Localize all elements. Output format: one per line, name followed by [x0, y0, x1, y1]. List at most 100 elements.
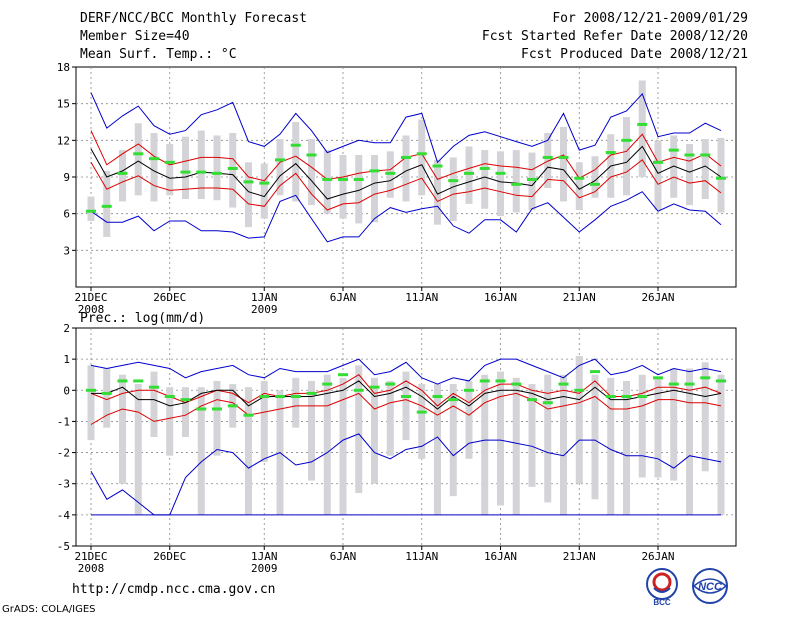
- spread-box: [213, 380, 221, 456]
- spread-box: [355, 155, 363, 224]
- spread-box: [213, 135, 221, 201]
- y-tick-label: 2: [63, 322, 70, 335]
- spread-box: [575, 356, 583, 484]
- x-tick-label: 21JAN: [563, 291, 596, 304]
- series-line-min: [90, 191, 722, 243]
- y-tick-label: -3: [57, 478, 70, 491]
- spread-box: [418, 119, 426, 196]
- spread-box: [150, 133, 158, 202]
- spread-box: [434, 159, 441, 225]
- spread-box: [449, 384, 457, 497]
- x-tick-label: 11JAN: [405, 550, 438, 563]
- x-tick-year-label: 2009: [251, 562, 278, 575]
- series-line-upper: [90, 374, 722, 407]
- start-date-label: Fcst Started Refer Date 2008/12/20: [481, 29, 748, 44]
- x-tick-label: 16JAN: [484, 550, 517, 563]
- y-tick-label: -1: [57, 415, 70, 428]
- ncc-logo-text: NCC: [698, 581, 723, 593]
- x-tick-label: 11JAN: [405, 291, 438, 304]
- spread-box: [323, 150, 331, 214]
- spread-box: [497, 151, 504, 217]
- footer-url[interactable]: http://cmdp.ncc.cma.gov.cn: [72, 582, 276, 597]
- spread-box: [638, 374, 646, 478]
- spread-box: [292, 122, 300, 202]
- spread-box: [607, 377, 615, 515]
- spread-box: [292, 377, 300, 428]
- spread-box: [686, 144, 693, 206]
- spread-box: [371, 155, 378, 223]
- spread-box: [481, 374, 489, 515]
- spread-box: [119, 374, 126, 484]
- spread-box: [229, 133, 237, 208]
- spread-box: [166, 144, 174, 196]
- spread-box: [339, 155, 347, 219]
- spread-box: [560, 374, 567, 515]
- series-line-mean: [91, 380, 722, 410]
- y-tick-label: 6: [63, 208, 70, 221]
- x-tick-label: 6JAN: [330, 291, 357, 304]
- spread-box: [512, 377, 520, 515]
- spread-box: [418, 384, 426, 459]
- x-tick-year-label: 2008: [78, 303, 105, 316]
- spread-box: [182, 136, 189, 199]
- spread-box: [591, 156, 599, 198]
- x-tick-label: 26DEC: [153, 550, 186, 563]
- x-tick-year-label: 2009: [251, 303, 278, 316]
- x-tick-label: 21DEC: [74, 550, 107, 563]
- panel-title: Prec.: log(mm/d): [80, 311, 205, 326]
- y-tick-label: 18: [57, 61, 70, 74]
- spread-box: [560, 126, 567, 202]
- spread-box: [623, 380, 630, 515]
- spread-box: [623, 117, 630, 196]
- spread-box: [245, 387, 252, 515]
- spread-box: [371, 377, 378, 484]
- spread-box: [245, 162, 252, 228]
- spread-box: [103, 368, 111, 428]
- bcc-logo-icon: BCC: [646, 568, 678, 606]
- spread-box: [339, 377, 347, 515]
- x-tick-label: 21JAN: [563, 550, 596, 563]
- spread-box: [323, 374, 331, 515]
- spread-box: [465, 146, 473, 204]
- variable-label: Mean Surf. Temp.: °C: [80, 47, 237, 62]
- figure-title: DERF/NCC/BCC Monthly Forecast: [80, 11, 307, 26]
- y-tick-label: -5: [57, 540, 70, 553]
- spread-box: [686, 368, 693, 515]
- series-line-mean: [90, 145, 722, 200]
- y-tick-label: 12: [57, 134, 70, 147]
- grads-credit: GrADS: COLA/IGES: [2, 604, 96, 615]
- x-tick-label: 1JAN: [251, 550, 278, 563]
- spread-box: [402, 371, 410, 441]
- spread-box: [528, 152, 536, 210]
- spread-box: [134, 384, 142, 515]
- spread-box: [717, 374, 725, 515]
- series-line-max: [90, 358, 722, 385]
- x-tick-label: 26JAN: [641, 550, 674, 563]
- spread-box: [512, 150, 520, 213]
- produced-date-label: Fcst Produced Date 2008/12/21: [521, 47, 748, 62]
- spread-box: [528, 384, 536, 487]
- series-line-lower: [90, 159, 722, 211]
- y-tick-label: -4: [57, 509, 71, 522]
- spread-box: [481, 150, 489, 209]
- y-tick-label: 3: [63, 244, 70, 257]
- spread-box: [654, 377, 662, 478]
- spread-box: [638, 80, 646, 177]
- spread-box: [449, 157, 457, 221]
- series-line-max: [90, 92, 722, 164]
- y-tick-label: -2: [57, 447, 70, 460]
- spread-box: [150, 371, 158, 437]
- spread-box: [308, 139, 315, 206]
- spread-box: [402, 135, 410, 202]
- series-line-lower: [90, 392, 722, 425]
- member-size-label: Member Size=40: [80, 29, 190, 44]
- y-tick-label: 15: [57, 98, 70, 111]
- x-tick-label: 1JAN: [251, 291, 278, 304]
- spread-box: [308, 380, 315, 481]
- spread-box: [386, 380, 394, 456]
- spread-box: [166, 387, 174, 456]
- forecast-range-label: For 2008/12/21-2009/01/29: [552, 11, 748, 26]
